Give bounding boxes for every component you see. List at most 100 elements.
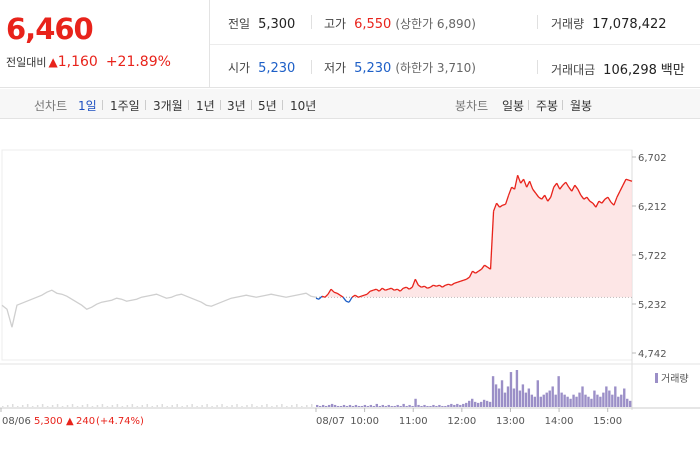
today-line-segment <box>414 278 419 286</box>
stat-prev-value: 5,300 <box>258 17 296 32</box>
today-line-segment <box>439 284 443 288</box>
prev-volume-bar <box>56 404 59 407</box>
prev-volume-bar <box>166 406 168 407</box>
volume-bar <box>485 400 489 407</box>
volume-bar <box>569 398 572 407</box>
period-1d-tab[interactable]: 1일 <box>78 99 97 113</box>
today-line-segment <box>366 290 371 295</box>
candle-weekly-tab[interactable]: 주봉 <box>536 99 559 113</box>
volume-bar <box>387 404 390 407</box>
volume-bar <box>399 405 402 407</box>
period-1y-tab[interactable]: 1년 <box>196 99 215 113</box>
today-line-segment <box>417 284 422 288</box>
stats-separator <box>311 60 312 74</box>
volume-bar <box>456 403 459 407</box>
today-line-segment <box>385 288 389 291</box>
prev-volume-bar <box>136 406 139 407</box>
volume-bar <box>536 380 539 407</box>
volume-bar <box>611 394 614 407</box>
prev-volume-bar <box>26 404 29 407</box>
y-tick-label: 4,742 <box>638 349 667 360</box>
prev-volume-bar <box>176 404 178 407</box>
today-line-segment <box>517 174 522 184</box>
today-line-segment <box>463 278 467 281</box>
volume-bar <box>575 396 578 407</box>
volume-bar <box>384 405 387 407</box>
prev-volume-bar <box>306 405 308 407</box>
period-3m-tab[interactable]: 3개월 <box>153 99 183 113</box>
chart-toolbar: 선차트 1일 1주일 3개월 1년 3년 5년 10년 봉차트 일봉 주봉 월봉 <box>0 89 700 119</box>
today-line-segment <box>489 211 495 270</box>
volume-bar <box>491 376 495 407</box>
volume-bar <box>405 405 408 407</box>
volume-bar <box>548 390 551 407</box>
today-line-segment <box>454 281 458 284</box>
prev-volume-bar <box>311 404 313 407</box>
volume-bar <box>316 404 319 407</box>
toolbar-separator <box>528 100 529 110</box>
prev-volume-bar <box>76 406 79 407</box>
today-line-segment <box>466 276 470 280</box>
volume-bar <box>626 398 629 407</box>
volume-bar <box>572 394 575 407</box>
volume-bar <box>581 386 584 407</box>
volume-bar <box>408 404 411 407</box>
today-line-segment <box>478 268 482 272</box>
volume-bar <box>524 392 528 407</box>
y-axis: 6,702 6,212 5,722 5,232 4,742 <box>632 153 667 360</box>
today-line-segment <box>586 196 591 202</box>
today-line-segment <box>484 264 488 268</box>
today-line-segment <box>433 284 437 287</box>
today-line-segment <box>571 184 576 192</box>
period-5y-tab[interactable]: 5년 <box>258 99 277 113</box>
prev-volume-bar <box>41 404 44 407</box>
volume-bar <box>542 394 545 407</box>
prev-volume-bar <box>241 406 243 407</box>
prev-volume-bar <box>106 406 109 407</box>
prev-volume-bar <box>271 406 273 407</box>
today-line-segment <box>388 287 392 290</box>
prev-volume-bar <box>11 404 14 407</box>
candle-monthly-tab[interactable]: 월봉 <box>570 99 593 113</box>
period-3y-tab[interactable]: 3년 <box>227 99 246 113</box>
toolbar-separator <box>562 100 563 110</box>
prev-volume-bar <box>46 406 49 407</box>
volume-bar <box>351 405 355 407</box>
today-line-segment <box>394 288 398 291</box>
change-amount: 1,160 <box>57 54 98 70</box>
price-chart[interactable]: 6,702 6,212 5,722 5,232 4,742 10:00 11:00 12:0… <box>0 120 700 450</box>
prev-volume-bar <box>61 406 64 407</box>
stat-upper-limit: (상한가 6,890) <box>395 17 476 31</box>
volume-bar <box>617 396 620 407</box>
period-1w-tab[interactable]: 1주일 <box>110 99 140 113</box>
toolbar-separator <box>251 100 252 110</box>
volume-bar <box>506 386 510 407</box>
x-tick-label: 14:00 <box>545 416 574 427</box>
volume-bar <box>447 404 450 407</box>
today-line-segment <box>492 202 498 212</box>
today-line-segment <box>378 287 383 292</box>
volume-bar <box>521 384 525 407</box>
volume-bar <box>476 402 480 407</box>
today-line-segment <box>574 184 579 190</box>
volume-bar <box>509 372 513 407</box>
x-tick-label: 13:00 <box>496 416 525 427</box>
candle-daily-tab[interactable]: 일봉 <box>502 99 525 113</box>
volume-bar <box>339 405 343 407</box>
stat-amount: 거래대금 106,298 백만 <box>551 59 685 78</box>
volume-bar <box>321 404 325 407</box>
today-line-segment <box>583 196 588 200</box>
today-line-segment <box>628 179 633 182</box>
toolbar-separator <box>282 100 283 110</box>
today-line-segment <box>562 181 567 186</box>
prev-volume-bar <box>71 404 74 407</box>
y-tick-label: 6,212 <box>638 202 667 213</box>
line-chart-label: 선차트 <box>34 99 68 113</box>
period-10y-tab[interactable]: 10년 <box>290 99 317 113</box>
volume-bar <box>551 386 554 407</box>
today-line-segment <box>616 190 621 198</box>
today-line-segment <box>619 184 624 192</box>
today-line-segment <box>468 270 474 278</box>
volume-bar <box>530 394 534 407</box>
volume-bar <box>393 405 396 407</box>
